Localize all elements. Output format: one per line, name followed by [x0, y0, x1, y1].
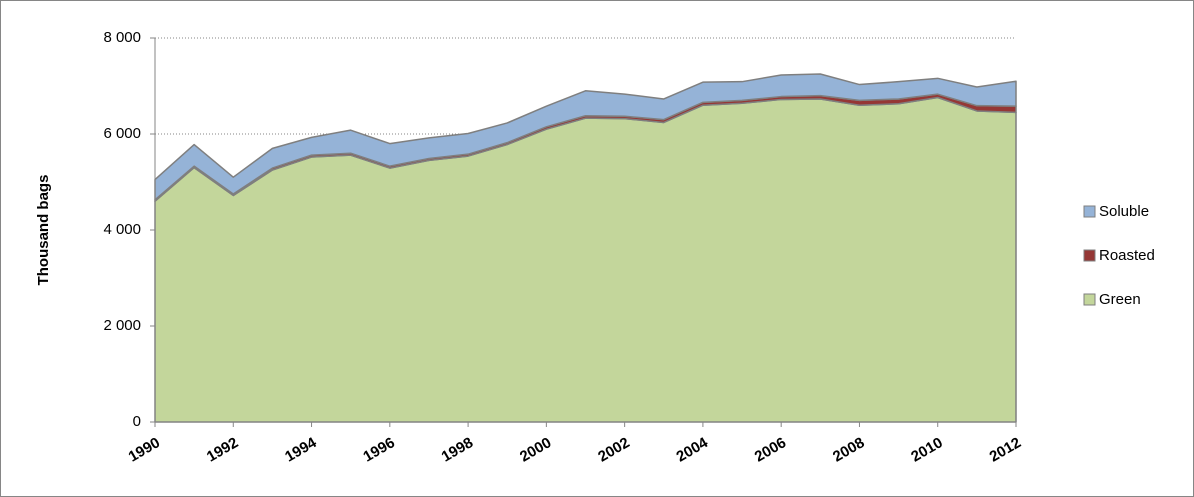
- y-tick-label: 8 000: [103, 29, 141, 46]
- y-axis-label: Thousand bags: [35, 175, 52, 286]
- legend-label: Roasted: [1099, 247, 1155, 264]
- y-tick-label: 6 000: [103, 125, 141, 142]
- area: [154, 73, 1017, 201]
- y-tick-label: 2 000: [103, 317, 141, 334]
- y-tick-label: 0: [133, 413, 141, 430]
- y-tick-label: 4 000: [103, 221, 141, 238]
- legend-swatch: [1083, 249, 1096, 262]
- legend-swatch: [1083, 293, 1096, 306]
- legend-label: Green: [1099, 291, 1141, 308]
- legend-label: Soluble: [1099, 203, 1149, 220]
- legend-swatch: [1083, 205, 1096, 218]
